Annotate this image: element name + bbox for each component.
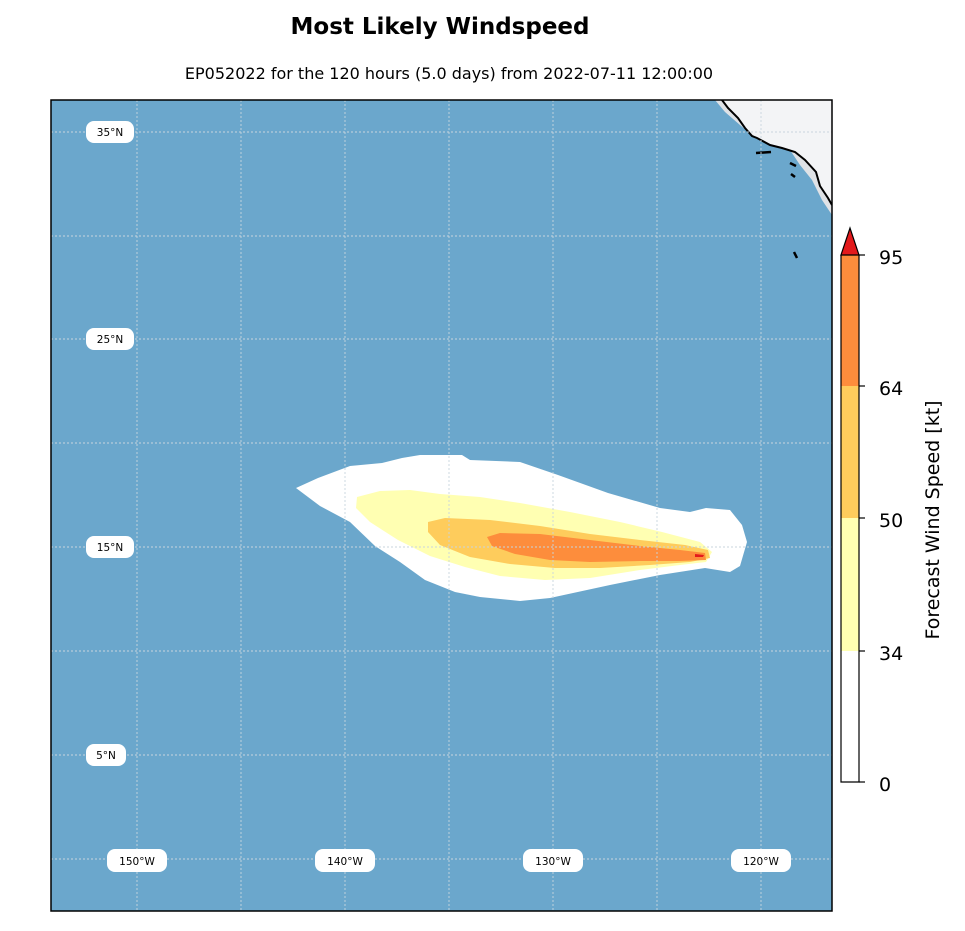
colorbar-tick-0: 0 (879, 774, 891, 796)
wind-band-95-plus (695, 554, 704, 557)
lat-label-5n-text: 5°N (96, 750, 116, 762)
lon-label-120w: 120°W (731, 849, 791, 872)
lat-label-25n: 25°N (86, 328, 134, 350)
lat-label-5n: 5°N (86, 744, 126, 766)
island-3 (790, 173, 796, 178)
gridlines (51, 100, 832, 911)
colorbar-band-0-34 (841, 651, 859, 782)
lat-label-35n-text: 35°N (97, 127, 123, 139)
colorbar-tick-34: 34 (879, 643, 903, 665)
lon-label-120w-text: 120°W (743, 856, 779, 868)
wind-band-64-95 (487, 533, 706, 562)
lon-label-140w-text: 140°W (327, 856, 363, 868)
lon-label-150w-text: 150°W (119, 856, 155, 868)
lon-label-140w: 140°W (315, 849, 375, 872)
colorbar-tick-50: 50 (879, 510, 903, 532)
lat-label-15n-text: 15°N (97, 542, 123, 554)
colorbar-band-34-50 (841, 518, 859, 651)
colorbar-extend-arrow (840, 226, 860, 256)
island-2 (789, 161, 797, 168)
colorbar-band-64-95 (841, 255, 859, 386)
colorbar-band-50-64 (841, 386, 859, 518)
map-frame (50, 99, 833, 912)
lat-label-15n: 15°N (86, 536, 134, 558)
coastline (721, 100, 832, 206)
lon-label-150w: 150°W (107, 849, 167, 872)
colorbar-tick-95: 95 (879, 247, 903, 269)
map-subtitle: EP052022 for the 120 hours (5.0 days) fr… (184, 64, 714, 83)
lat-label-25n-text: 25°N (97, 334, 123, 346)
land-area (722, 100, 832, 205)
map-title: Most Likely Windspeed (290, 14, 590, 40)
lon-label-130w: 130°W (523, 849, 583, 872)
colorbar-label: Forecast Wind Speed [kt] (922, 400, 944, 639)
island-1 (755, 150, 772, 155)
colorbar-tick-64: 64 (879, 378, 903, 400)
island-4 (792, 251, 799, 259)
colorbar: 0 34 50 64 95 Forecast Wind Speed [kt] (840, 226, 944, 796)
lat-label-35n: 35°N (86, 121, 134, 143)
lon-label-130w-text: 130°W (535, 856, 571, 868)
